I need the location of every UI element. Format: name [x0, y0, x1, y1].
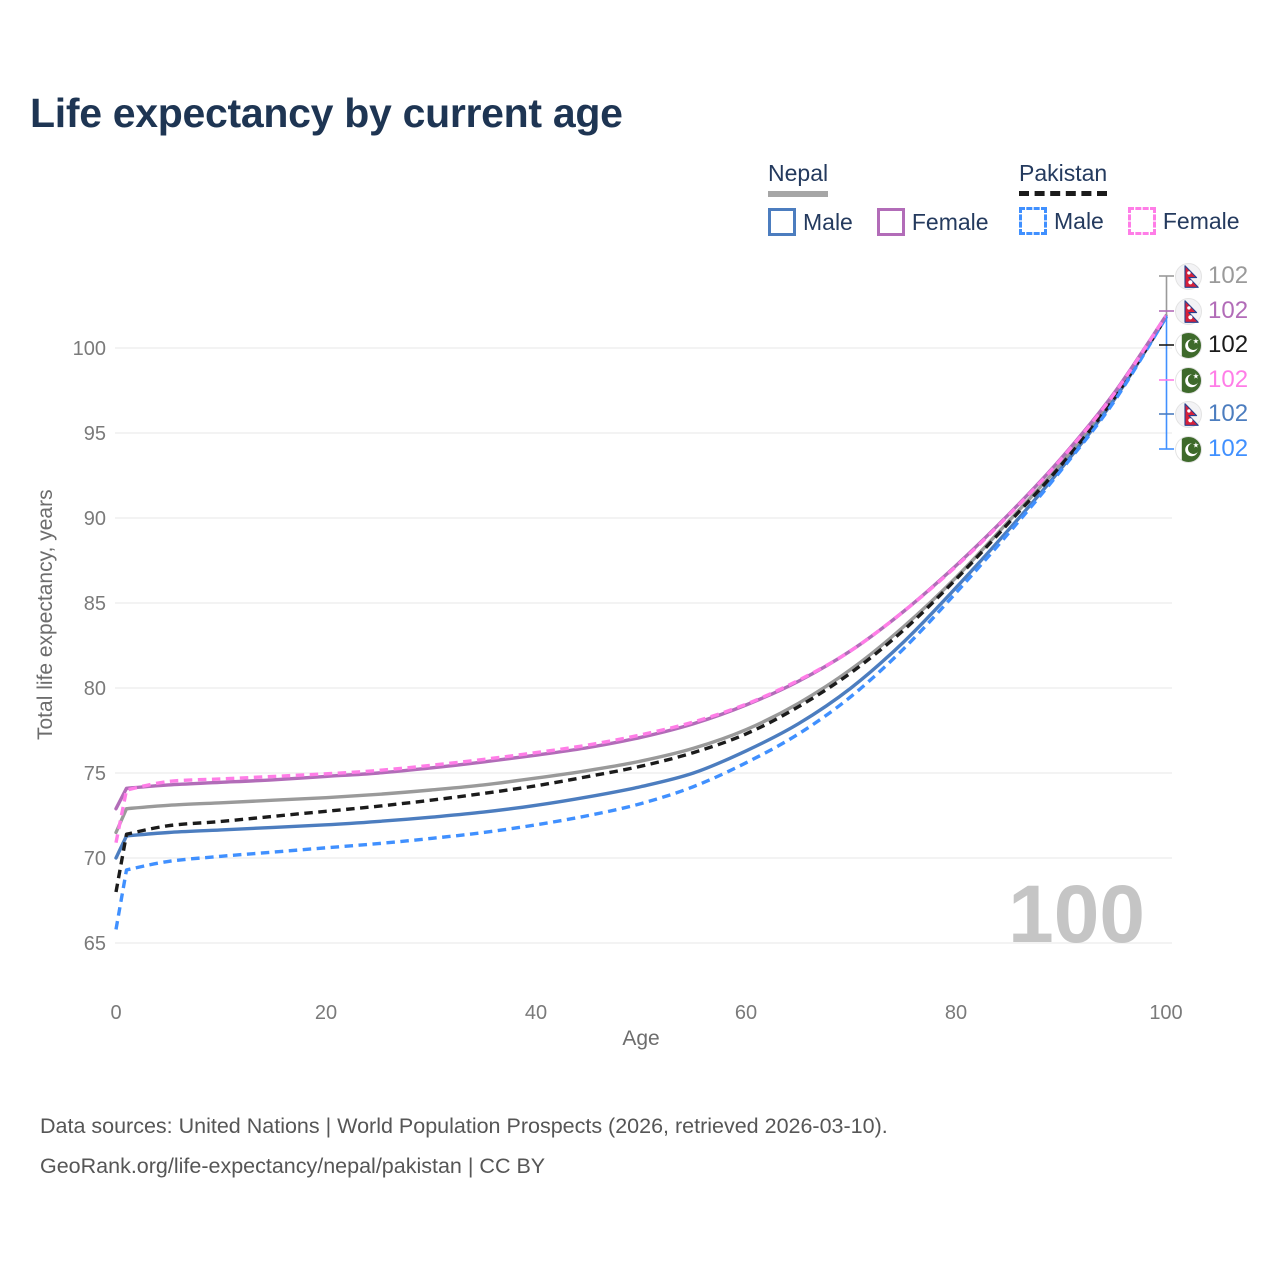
- y-tick-label: 95: [84, 423, 106, 445]
- legend-label-nepal-female: Female: [911, 208, 989, 235]
- y-axis-title: Total life expectancy, years: [34, 489, 57, 740]
- nepal-flag-icon: [1175, 400, 1202, 428]
- series-line-pakistan-female[interactable]: [114, 314, 1168, 844]
- series-line-nepal-female[interactable]: [114, 314, 1168, 811]
- end-label-row: 102: [1175, 435, 1249, 463]
- page-title: Life expectancy by current age: [30, 90, 623, 136]
- nepal-flag-icon: [1175, 297, 1202, 325]
- pakistan-male-swatch-icon: [1019, 207, 1047, 235]
- pakistan-female-swatch-icon: [1127, 207, 1156, 235]
- x-tick-label: 20: [315, 1002, 337, 1024]
- legend-header-nepal[interactable]: Nepal: [768, 160, 829, 197]
- nepal-male-swatch-icon: [768, 208, 796, 236]
- footer: Data sources: United Nations | World Pop…: [40, 1106, 888, 1186]
- y-tick-label: 100: [73, 338, 106, 360]
- x-tick-label: 100: [1149, 1002, 1182, 1024]
- end-label-row: 102: [1175, 297, 1249, 325]
- legend-label-nepal-male: Male: [803, 208, 853, 235]
- x-tick-label: 60: [735, 1002, 757, 1024]
- y-tick-label: 85: [84, 593, 106, 615]
- legend-item-pakistan-female[interactable]: Female: [1127, 207, 1240, 235]
- legend-item-nepal-female[interactable]: Female: [876, 208, 989, 236]
- series-line-nepal[interactable]: [114, 315, 1168, 835]
- end-label-value: 102: [1208, 366, 1249, 393]
- end-label-row: 102: [1175, 366, 1249, 394]
- end-label-value: 102: [1208, 400, 1249, 427]
- y-tick-label: 65: [84, 933, 106, 955]
- x-tick-label: 40: [525, 1002, 547, 1024]
- x-axis-title: Age: [622, 1027, 660, 1050]
- series-line-pakistan[interactable]: [114, 316, 1168, 893]
- legend-group-pakistan: Pakistan Male Female: [1019, 160, 1240, 235]
- legend-label-pakistan-female: Female: [1162, 207, 1240, 234]
- end-label-row: 102: [1175, 400, 1249, 428]
- y-tick-label: 80: [84, 678, 106, 700]
- y-tick-label: 70: [84, 848, 106, 870]
- pakistan-flag-icon: [1175, 331, 1202, 359]
- legend-item-nepal-male[interactable]: Male: [768, 208, 853, 236]
- age-counter-watermark: 100: [1008, 869, 1145, 960]
- pakistan-flag-icon: [1175, 366, 1202, 394]
- legend-label-pakistan-male: Male: [1054, 207, 1104, 234]
- end-label-value: 102: [1208, 435, 1249, 462]
- x-tick-label: 0: [110, 1002, 121, 1024]
- series-line-nepal-male[interactable]: [114, 315, 1168, 860]
- nepal-flag-icon: [1175, 262, 1202, 290]
- pakistan-flag-icon: [1175, 435, 1202, 463]
- footer-attribution: GeoRank.org/life-expectancy/nepal/pakist…: [40, 1154, 546, 1178]
- end-label-value: 102: [1208, 262, 1249, 289]
- end-label-row: 102: [1175, 331, 1249, 359]
- nepal-female-swatch-icon: [876, 208, 905, 236]
- x-tick-label: 80: [945, 1002, 967, 1024]
- y-tick-label: 90: [84, 508, 106, 530]
- end-label-value: 102: [1208, 331, 1249, 358]
- end-label-row: 102: [1175, 262, 1249, 290]
- footer-data-sources: Data sources: United Nations | World Pop…: [40, 1114, 888, 1138]
- legend-header-pakistan[interactable]: Pakistan: [1019, 160, 1108, 196]
- legend-group-nepal: Nepal Male Female: [768, 160, 989, 236]
- series-line-pakistan-male[interactable]: [114, 316, 1168, 930]
- legend-item-pakistan-male[interactable]: Male: [1019, 207, 1104, 235]
- end-label-value: 102: [1208, 297, 1249, 324]
- y-tick-label: 75: [84, 763, 106, 785]
